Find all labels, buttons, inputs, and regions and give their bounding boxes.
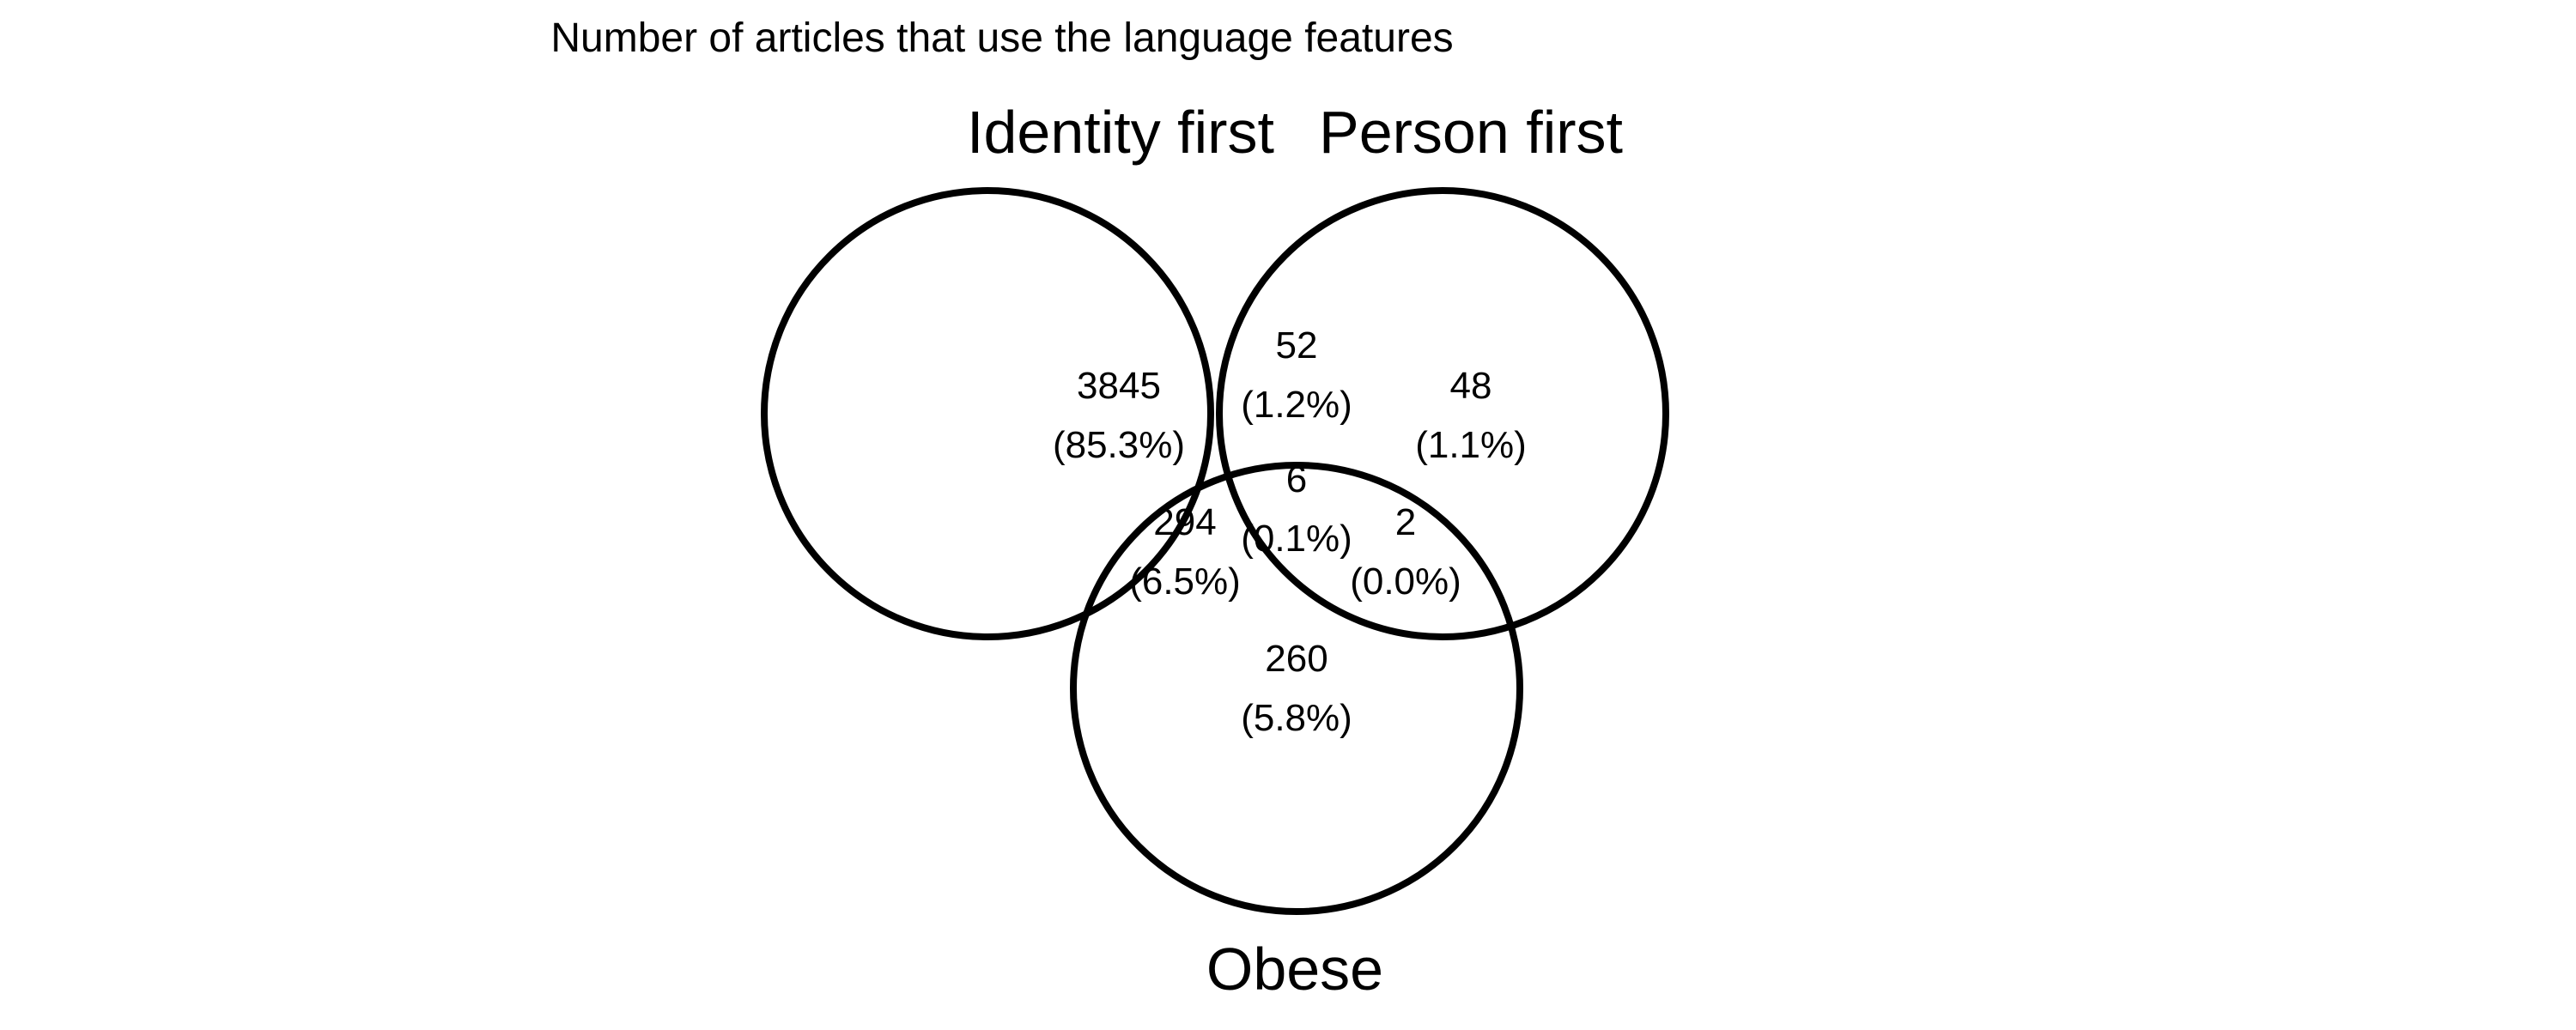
obese-label: Obese xyxy=(1206,936,1383,1003)
region-count: 2 xyxy=(1395,501,1416,543)
region-identity-person: 52 (1.2%) xyxy=(1241,324,1352,426)
region-percent: (1.1%) xyxy=(1415,424,1527,466)
region-percent: (0.0%) xyxy=(1350,560,1461,603)
region-count: 3845 xyxy=(1077,365,1161,407)
region-person-obese: 2 (0.0%) xyxy=(1350,501,1461,603)
obese-circle xyxy=(1070,462,1523,915)
person-first-circle xyxy=(1216,187,1669,640)
region-count: 6 xyxy=(1286,458,1307,500)
region-all-three: 6 (0.1%) xyxy=(1241,458,1352,560)
region-percent: (5.8%) xyxy=(1241,697,1352,739)
identity-first-circle xyxy=(761,187,1214,640)
region-percent: (1.2%) xyxy=(1241,384,1352,426)
region-obese-only: 260 (5.8%) xyxy=(1241,638,1352,739)
region-count: 294 xyxy=(1153,501,1216,543)
region-identity-only: 3845 (85.3%) xyxy=(1053,365,1185,466)
diagram-title: Number of articles that use the language… xyxy=(550,15,1453,61)
identity-first-label: Identity first xyxy=(967,99,1274,166)
region-count: 260 xyxy=(1265,638,1327,680)
region-percent: (0.1%) xyxy=(1241,518,1352,560)
region-count: 48 xyxy=(1450,365,1492,407)
region-percent: (85.3%) xyxy=(1053,424,1185,466)
region-count: 52 xyxy=(1276,324,1318,367)
person-first-label: Person first xyxy=(1319,99,1623,166)
region-identity-obese: 294 (6.5%) xyxy=(1129,501,1241,603)
region-percent: (6.5%) xyxy=(1129,560,1241,603)
region-person-only: 48 (1.1%) xyxy=(1415,365,1527,466)
